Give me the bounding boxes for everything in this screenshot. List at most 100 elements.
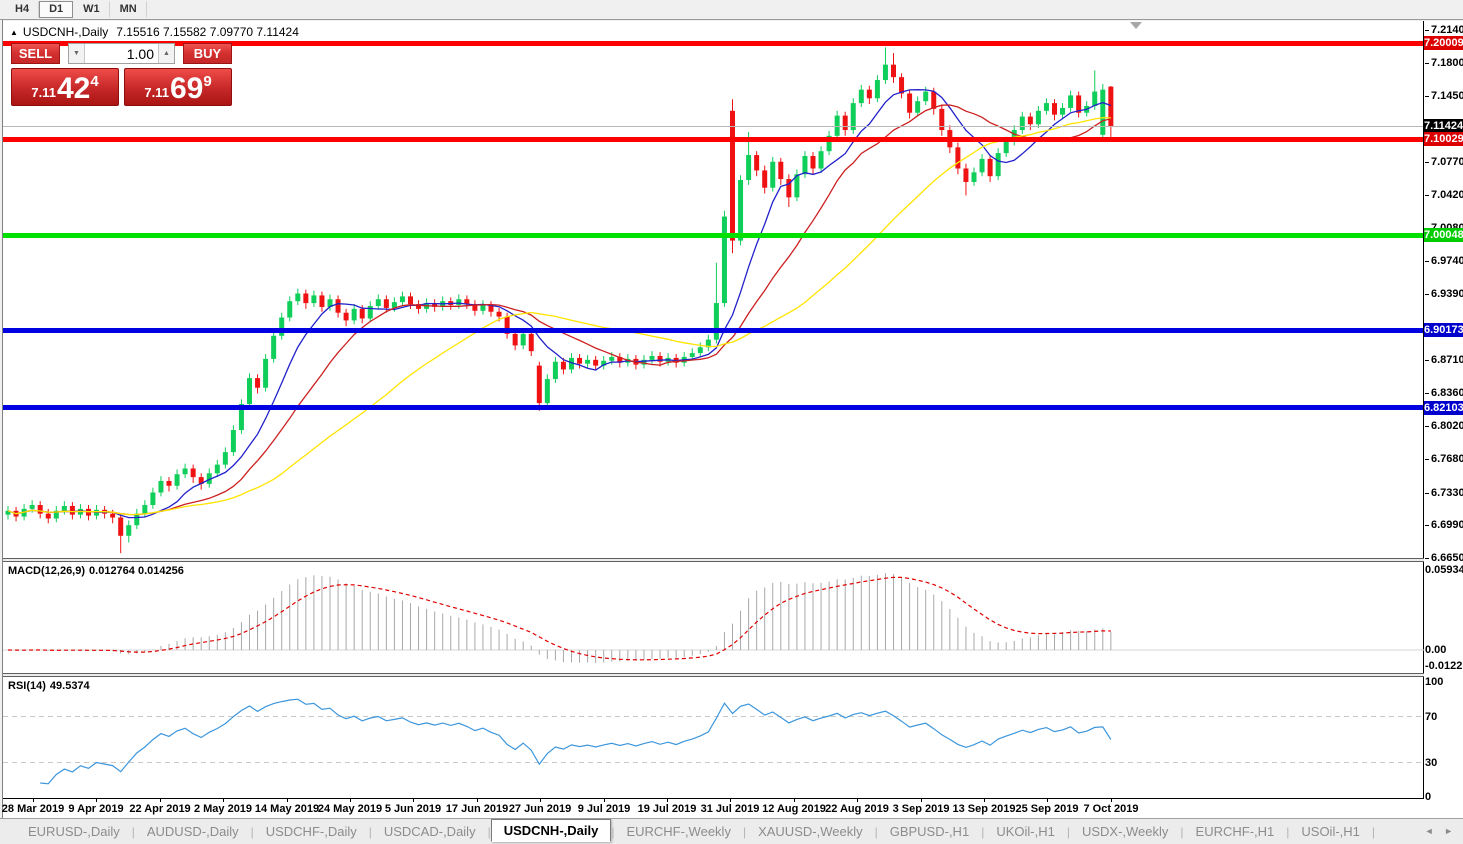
bid-price-line bbox=[3, 126, 1423, 127]
volume-decrease-icon[interactable]: ▼ bbox=[69, 44, 85, 63]
date-axis-label: 14 May 2019 bbox=[254, 803, 320, 815]
tab-ukoil-h1[interactable]: UKOil-,H1 bbox=[996, 824, 1055, 839]
date-axis-label: 3 Sep 2019 bbox=[892, 803, 950, 815]
rsi-value: 49.5374 bbox=[49, 680, 90, 692]
date-tick bbox=[477, 799, 478, 802]
sell-price-prefix: 7.11 bbox=[31, 85, 56, 100]
pane-splitter[interactable] bbox=[3, 673, 1461, 677]
price-axis-label: 6.97400 bbox=[1425, 255, 1463, 267]
date-axis-label: 9 Jul 2019 bbox=[577, 803, 631, 815]
price-axis-label: 6.73300 bbox=[1425, 487, 1463, 499]
tab-divider: | bbox=[981, 824, 985, 839]
date-axis-label: 5 Jun 2019 bbox=[384, 803, 442, 815]
horizontal-line-6.90173[interactable] bbox=[3, 328, 1423, 333]
price-badge-7.11424: 7.11424 bbox=[1424, 119, 1463, 133]
price-badge-6.82103: 6.82103 bbox=[1424, 401, 1463, 415]
horizontal-line-7.20009[interactable] bbox=[3, 41, 1423, 46]
horizontal-line-7.00048[interactable] bbox=[3, 233, 1423, 238]
price-axis-label: 7.14500 bbox=[1425, 90, 1463, 102]
price-axis-label: 6.69900 bbox=[1425, 519, 1463, 531]
price-axis-label: 7.07700 bbox=[1425, 156, 1463, 168]
tab-divider: | bbox=[1180, 824, 1184, 839]
macd-pane[interactable]: MACD(12,26,9) 0.012764 0.014256 bbox=[3, 562, 1424, 673]
tab-divider: | bbox=[611, 824, 615, 839]
tab-usdcnh-daily[interactable]: USDCNH-,Daily bbox=[490, 819, 612, 842]
price-chart-pane[interactable]: ▲ USDCNH-,Daily 7.15516 7.15582 7.09770 7.… bbox=[3, 21, 1424, 558]
price-axis-label: 6.93900 bbox=[1425, 288, 1463, 300]
timeframe-toolbar: H4 D1 W1 MN bbox=[0, 0, 1463, 20]
tab-usdchf-daily[interactable]: USDCHF-,Daily bbox=[265, 824, 357, 839]
date-axis-label: 27 Jun 2019 bbox=[508, 803, 572, 815]
pane-splitter[interactable] bbox=[3, 558, 1461, 562]
tab-scroll-left-icon[interactable]: ◄ bbox=[1424, 826, 1434, 836]
tab-scroll-right-icon[interactable]: ► bbox=[1444, 826, 1453, 836]
price-axis-label: 6.80200 bbox=[1425, 420, 1463, 432]
horizontal-line-6.82103[interactable] bbox=[3, 405, 1423, 410]
rsi-chart bbox=[3, 698, 1424, 785]
tab-divider: | bbox=[874, 824, 878, 839]
tab-audusd-daily[interactable]: AUDUSD-,Daily bbox=[146, 824, 239, 839]
date-tick bbox=[1111, 799, 1112, 802]
timeframe-button-h4[interactable]: H4 bbox=[5, 1, 40, 18]
volume-input[interactable] bbox=[85, 44, 158, 63]
date-axis-label: 22 Apr 2019 bbox=[129, 803, 191, 815]
tab-eurchf-weekly[interactable]: EURCHF-,Weekly bbox=[626, 824, 731, 839]
date-axis-label: 9 Apr 2019 bbox=[68, 803, 124, 815]
date-tick bbox=[667, 799, 668, 802]
date-axis-label: 24 May 2019 bbox=[317, 803, 383, 815]
rsi-pane[interactable]: RSI(14) 49.5374 bbox=[3, 677, 1424, 798]
rsi-label: RSI(14) 49.5374 bbox=[8, 680, 90, 692]
chart-shift-marker-icon bbox=[1130, 22, 1142, 29]
price-axis-label: 7.21400 bbox=[1425, 24, 1463, 36]
tab-usoil-h1[interactable]: USOil-,H1 bbox=[1301, 824, 1360, 839]
date-tick bbox=[33, 799, 34, 802]
sell-price-main: 42 bbox=[56, 72, 91, 105]
price-axis-label: 6.87100 bbox=[1425, 354, 1463, 366]
buy-button[interactable]: BUY bbox=[183, 43, 232, 64]
rsi-axis-label-70: 70 bbox=[1425, 711, 1438, 723]
tab-gbpusd-h1[interactable]: GBPUSD-,H1 bbox=[889, 824, 970, 839]
tab-xauusd-weekly[interactable]: XAUUSD-,Weekly bbox=[758, 824, 863, 839]
volume-stepper: ▼ ▲ bbox=[68, 43, 175, 64]
chart-ohlc-values: 7.15516 7.15582 7.09770 7.11424 bbox=[116, 25, 299, 39]
date-tick bbox=[413, 799, 414, 802]
sell-price-button[interactable]: 7.11 42 4 bbox=[11, 68, 119, 106]
timeframe-button-mn[interactable]: MN bbox=[110, 1, 147, 18]
macd-values: 0.012764 0.014256 bbox=[89, 565, 184, 577]
tab-eurchf-h1[interactable]: EURCHF-,H1 bbox=[1195, 824, 1275, 839]
timeframe-button-d1[interactable]: D1 bbox=[39, 1, 74, 18]
symbol-tab-bar: EURUSD-,Daily | AUDUSD-,Daily | USDCHF-,Dail… bbox=[0, 818, 1463, 844]
sell-button[interactable]: SELL bbox=[11, 43, 60, 64]
window-frame-left bbox=[2, 20, 3, 818]
chart-title: ▲ USDCNH-,Daily 7.15516 7.15582 7.09770 7.… bbox=[10, 25, 299, 39]
date-tick bbox=[540, 799, 541, 802]
tab-divider: | bbox=[131, 824, 135, 839]
date-tick bbox=[857, 799, 858, 802]
price-axis[interactable]: 7.214007.180007.145007.077007.042007.008… bbox=[1424, 21, 1463, 818]
tab-usdx-weekly[interactable]: USDX-,Weekly bbox=[1081, 824, 1169, 839]
tab-divider: | bbox=[250, 824, 254, 839]
horizontal-line-7.10029[interactable] bbox=[3, 137, 1423, 142]
collapse-panel-icon[interactable]: ▲ bbox=[10, 28, 18, 37]
date-tick bbox=[794, 799, 795, 802]
buy-price-button[interactable]: 7.11 69 9 bbox=[124, 68, 232, 106]
macd-axis-min: -0.012219 bbox=[1425, 660, 1463, 672]
date-tick bbox=[984, 799, 985, 802]
tab-divider: | bbox=[1371, 824, 1376, 839]
date-axis-label: 17 Jun 2019 bbox=[445, 803, 509, 815]
date-axis-label: 12 Aug 2019 bbox=[762, 803, 826, 815]
tab-usdcad-daily[interactable]: USDCAD-,Daily bbox=[383, 824, 476, 839]
price-badge-7.10029: 7.10029 bbox=[1424, 132, 1463, 146]
price-badge-6.90173: 6.90173 bbox=[1424, 323, 1463, 337]
date-tick bbox=[223, 799, 224, 802]
date-axis[interactable]: 28 Mar 2019 9 Apr 2019 22 Apr 2019 2 May 20… bbox=[2, 798, 1424, 818]
macd-axis-zero: 0.00 bbox=[1425, 644, 1447, 656]
price-axis-label: 7.18000 bbox=[1425, 57, 1463, 69]
tab-divider: | bbox=[487, 824, 491, 839]
tab-eurusd-daily[interactable]: EURUSD-,Daily bbox=[28, 824, 120, 839]
tab-scroll-arrows: ◄ ► bbox=[1417, 826, 1453, 836]
volume-increase-icon[interactable]: ▲ bbox=[158, 44, 174, 63]
date-tick bbox=[730, 799, 731, 802]
timeframe-button-w1[interactable]: W1 bbox=[73, 1, 110, 18]
